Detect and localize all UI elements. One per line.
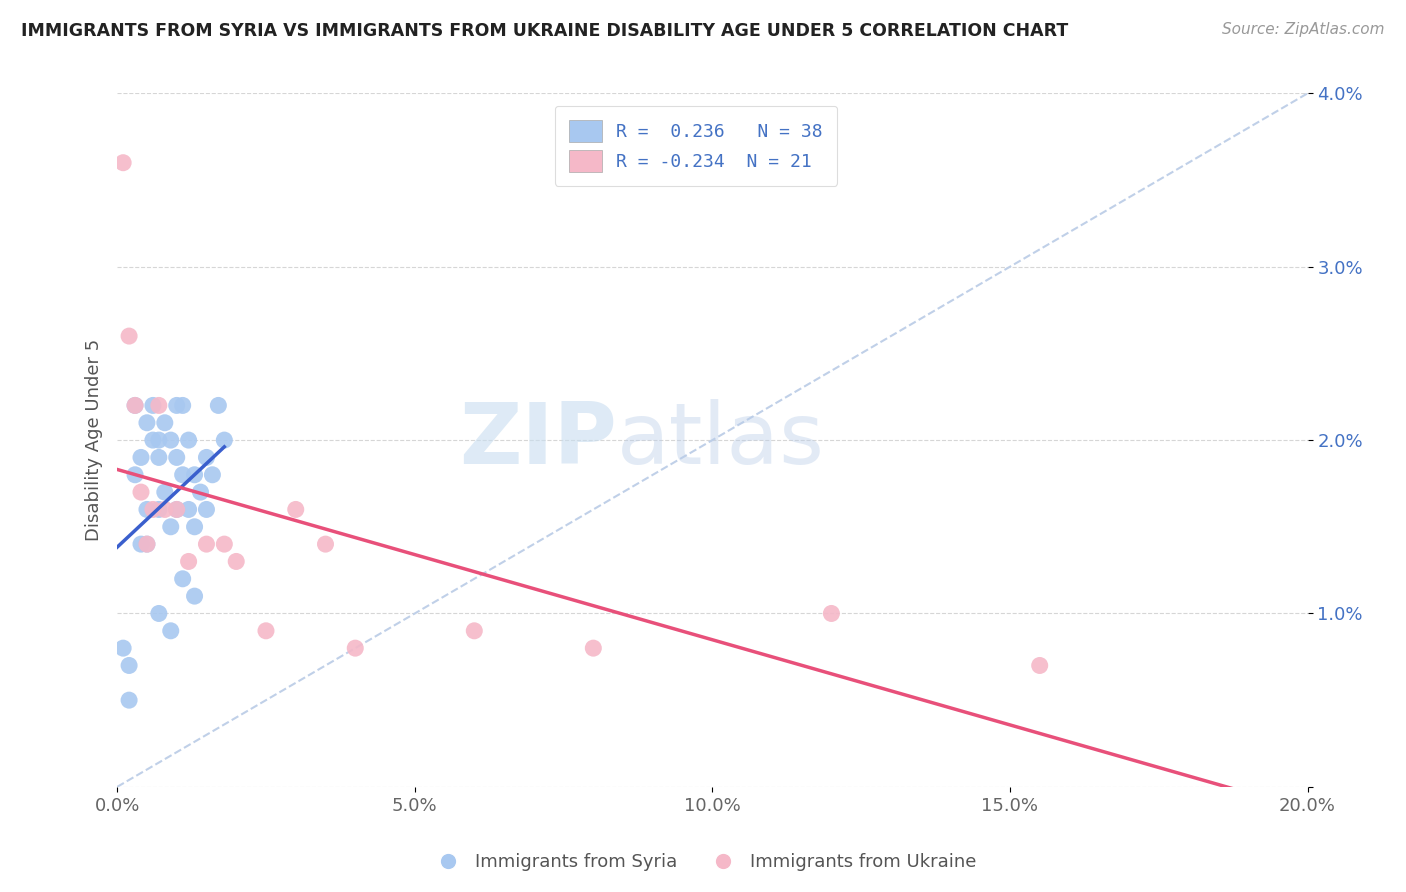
Point — [166, 502, 188, 516]
Point — [153, 485, 176, 500]
Point — [124, 399, 146, 413]
Point — [183, 520, 205, 534]
Point — [195, 537, 218, 551]
Point — [166, 502, 188, 516]
Point — [153, 502, 176, 516]
Point — [166, 450, 188, 465]
Point — [214, 433, 236, 447]
Legend: Immigrants from Syria, Immigrants from Ukraine: Immigrants from Syria, Immigrants from U… — [423, 847, 983, 879]
Legend: R =  0.236   N = 38, R = -0.234  N = 21: R = 0.236 N = 38, R = -0.234 N = 21 — [555, 106, 837, 186]
Text: Source: ZipAtlas.com: Source: ZipAtlas.com — [1222, 22, 1385, 37]
Point — [195, 502, 218, 516]
Point — [159, 433, 181, 447]
Point — [112, 155, 135, 169]
Point — [207, 399, 229, 413]
Point — [582, 641, 605, 656]
Point — [225, 554, 247, 568]
Point — [129, 485, 152, 500]
Point — [142, 399, 165, 413]
Point — [118, 329, 141, 343]
Point — [148, 433, 170, 447]
Point — [172, 572, 194, 586]
Point — [136, 537, 159, 551]
Point — [172, 467, 194, 482]
Point — [148, 399, 170, 413]
Point — [195, 450, 218, 465]
Point — [148, 450, 170, 465]
Point — [148, 607, 170, 621]
Point — [344, 641, 367, 656]
Point — [177, 433, 200, 447]
Point — [118, 658, 141, 673]
Point — [284, 502, 307, 516]
Point — [124, 467, 146, 482]
Point — [159, 624, 181, 638]
Point — [136, 416, 159, 430]
Point — [214, 537, 236, 551]
Point — [142, 502, 165, 516]
Point — [136, 537, 159, 551]
Point — [112, 641, 135, 656]
Point — [129, 537, 152, 551]
Point — [177, 502, 200, 516]
Point — [129, 450, 152, 465]
Point — [254, 624, 277, 638]
Point — [142, 433, 165, 447]
Point — [124, 399, 146, 413]
Text: ZIP: ZIP — [460, 399, 617, 482]
Point — [820, 607, 842, 621]
Point — [201, 467, 224, 482]
Point — [136, 502, 159, 516]
Point — [463, 624, 485, 638]
Point — [315, 537, 337, 551]
Point — [183, 467, 205, 482]
Point — [166, 399, 188, 413]
Point — [159, 520, 181, 534]
Point — [177, 554, 200, 568]
Text: IMMIGRANTS FROM SYRIA VS IMMIGRANTS FROM UKRAINE DISABILITY AGE UNDER 5 CORRELAT: IMMIGRANTS FROM SYRIA VS IMMIGRANTS FROM… — [21, 22, 1069, 40]
Point — [190, 485, 212, 500]
Point — [118, 693, 141, 707]
Point — [1028, 658, 1050, 673]
Point — [172, 399, 194, 413]
Text: atlas: atlas — [617, 399, 825, 482]
Y-axis label: Disability Age Under 5: Disability Age Under 5 — [86, 339, 103, 541]
Point — [183, 589, 205, 603]
Point — [153, 416, 176, 430]
Point — [148, 502, 170, 516]
